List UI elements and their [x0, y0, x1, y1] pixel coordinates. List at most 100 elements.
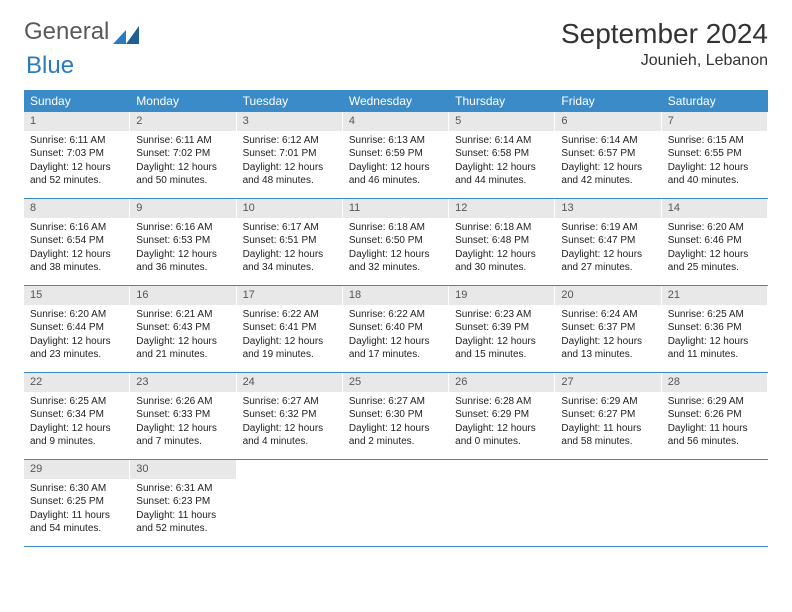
day-cell: 16Sunrise: 6:21 AMSunset: 6:43 PMDayligh…	[130, 286, 236, 372]
day-body: Sunrise: 6:25 AMSunset: 6:36 PMDaylight:…	[662, 305, 768, 368]
week-row: 1Sunrise: 6:11 AMSunset: 7:03 PMDaylight…	[24, 112, 768, 199]
day-body: Sunrise: 6:14 AMSunset: 6:58 PMDaylight:…	[449, 131, 555, 194]
sunset-text: Sunset: 6:55 PM	[668, 147, 762, 161]
day-cell: 27Sunrise: 6:29 AMSunset: 6:27 PMDayligh…	[555, 373, 661, 459]
day-cell: 5Sunrise: 6:14 AMSunset: 6:58 PMDaylight…	[449, 112, 555, 198]
daylight-text: Daylight: 12 hours and 25 minutes.	[668, 248, 762, 275]
day-number: 12	[449, 199, 555, 218]
day-cell: 25Sunrise: 6:27 AMSunset: 6:30 PMDayligh…	[343, 373, 449, 459]
sunrise-text: Sunrise: 6:14 AM	[455, 134, 549, 148]
day-number: 4	[343, 112, 449, 131]
day-number: 27	[555, 373, 661, 392]
day-body: Sunrise: 6:18 AMSunset: 6:48 PMDaylight:…	[449, 218, 555, 281]
weeks-container: 1Sunrise: 6:11 AMSunset: 7:03 PMDaylight…	[24, 112, 768, 547]
daylight-text: Daylight: 12 hours and 42 minutes.	[561, 161, 655, 188]
daylight-text: Daylight: 12 hours and 27 minutes.	[561, 248, 655, 275]
weekday-header: Wednesday	[343, 90, 449, 112]
day-cell: 22 Sunrise: 6:25 AMSunset: 6:34 PMDayligh…	[24, 373, 130, 459]
day-body: Sunrise: 6:17 AMSunset: 6:51 PMDaylight:…	[237, 218, 343, 281]
day-body: Sunrise: 6:26 AMSunset: 6:33 PMDaylight:…	[130, 392, 236, 455]
sunrise-text: Sunrise: 6:16 AM	[136, 221, 230, 235]
sunrise-text: Sunrise: 6:29 AM	[561, 395, 655, 409]
day-number: 22	[24, 373, 130, 392]
sunrise-text: Sunrise: 6:20 AM	[30, 308, 124, 322]
day-cell: 6Sunrise: 6:14 AMSunset: 6:57 PMDaylight…	[555, 112, 661, 198]
sunrise-text: Sunrise: 6:18 AM	[455, 221, 549, 235]
sunset-text: Sunset: 6:30 PM	[349, 408, 443, 422]
day-body: Sunrise: 6:12 AMSunset: 7:01 PMDaylight:…	[237, 131, 343, 194]
sunrise-text: Sunrise: 6:22 AM	[349, 308, 443, 322]
day-body: Sunrise: 6:28 AMSunset: 6:29 PMDaylight:…	[449, 392, 555, 455]
day-body: Sunrise: 6:16 AMSunset: 6:53 PMDaylight:…	[130, 218, 236, 281]
day-body: Sunrise: 6:19 AMSunset: 6:47 PMDaylight:…	[555, 218, 661, 281]
daylight-text: Daylight: 12 hours and 38 minutes.	[30, 248, 124, 275]
sunset-text: Sunset: 6:44 PM	[30, 321, 124, 335]
daylight-text: Daylight: 12 hours and 13 minutes.	[561, 335, 655, 362]
day-cell: 4Sunrise: 6:13 AMSunset: 6:59 PMDaylight…	[343, 112, 449, 198]
day-cell: 11Sunrise: 6:18 AMSunset: 6:50 PMDayligh…	[343, 199, 449, 285]
sunrise-text: Sunrise: 6:17 AM	[243, 221, 337, 235]
sunrise-text: Sunrise: 6:16 AM	[30, 221, 124, 235]
day-body: Sunrise: 6:16 AMSunset: 6:54 PMDaylight:…	[24, 218, 130, 281]
daylight-text: Daylight: 12 hours and 30 minutes.	[455, 248, 549, 275]
day-cell: 19Sunrise: 6:23 AMSunset: 6:39 PMDayligh…	[449, 286, 555, 372]
sunset-text: Sunset: 6:34 PM	[30, 408, 124, 422]
day-number: 19	[449, 286, 555, 305]
weekday-header: Monday	[130, 90, 236, 112]
sunset-text: Sunset: 6:47 PM	[561, 234, 655, 248]
sunset-text: Sunset: 6:33 PM	[136, 408, 230, 422]
day-number: 11	[343, 199, 449, 218]
day-number: 6	[555, 112, 661, 131]
sunrise-text: Sunrise: 6:21 AM	[136, 308, 230, 322]
weekday-header: Sunday	[24, 90, 130, 112]
sunset-text: Sunset: 6:51 PM	[243, 234, 337, 248]
sunset-text: Sunset: 6:40 PM	[349, 321, 443, 335]
day-cell: 23Sunrise: 6:26 AMSunset: 6:33 PMDayligh…	[130, 373, 236, 459]
daylight-text: Daylight: 11 hours and 56 minutes.	[668, 422, 762, 449]
sunset-text: Sunset: 6:36 PM	[668, 321, 762, 335]
day-number: 20	[555, 286, 661, 305]
day-cell: 15Sunrise: 6:20 AMSunset: 6:44 PMDayligh…	[24, 286, 130, 372]
day-body: Sunrise: 6:27 AMSunset: 6:32 PMDaylight:…	[237, 392, 343, 455]
daylight-text: Daylight: 12 hours and 44 minutes.	[455, 161, 549, 188]
daylight-text: Daylight: 12 hours and 32 minutes.	[349, 248, 443, 275]
day-cell: 17Sunrise: 6:22 AMSunset: 6:41 PMDayligh…	[237, 286, 343, 372]
sunset-text: Sunset: 6:57 PM	[561, 147, 655, 161]
day-body: Sunrise: 6:13 AMSunset: 6:59 PMDaylight:…	[343, 131, 449, 194]
daylight-text: Daylight: 12 hours and 9 minutes.	[30, 422, 124, 449]
day-cell: 12Sunrise: 6:18 AMSunset: 6:48 PMDayligh…	[449, 199, 555, 285]
weekday-header: Thursday	[449, 90, 555, 112]
day-number: 21	[662, 286, 768, 305]
empty-cell	[555, 460, 661, 546]
sunrise-text: Sunrise: 6:29 AM	[668, 395, 762, 409]
day-number: 7	[662, 112, 768, 131]
location-label: Jounieh, Lebanon	[561, 52, 768, 70]
sunrise-text: Sunrise: 6:22 AM	[243, 308, 337, 322]
title-block: September 2024 Jounieh, Lebanon	[561, 18, 768, 70]
day-body: Sunrise: 6:15 AMSunset: 6:55 PMDaylight:…	[662, 131, 768, 194]
day-body: Sunrise: 6:30 AMSunset: 6:25 PMDaylight:…	[24, 479, 130, 542]
sunrise-text: Sunrise: 6:31 AM	[136, 482, 230, 496]
sunrise-text: Sunrise: 6:24 AM	[561, 308, 655, 322]
day-cell: 13Sunrise: 6:19 AMSunset: 6:47 PMDayligh…	[555, 199, 661, 285]
daylight-text: Daylight: 11 hours and 58 minutes.	[561, 422, 655, 449]
week-row: 15Sunrise: 6:20 AMSunset: 6:44 PMDayligh…	[24, 286, 768, 373]
week-row: 22Sunrise: 6:25 AMSunset: 6:34 PMDayligh…	[24, 373, 768, 460]
sunset-text: Sunset: 6:58 PM	[455, 147, 549, 161]
day-number: 25	[343, 373, 449, 392]
day-body: Sunrise: 6:11 AMSunset: 7:03 PMDaylight:…	[24, 131, 130, 194]
day-body: Sunrise: 6:22 AMSunset: 6:40 PMDaylight:…	[343, 305, 449, 368]
day-cell: 7Sunrise: 6:15 AMSunset: 6:55 PMDaylight…	[662, 112, 768, 198]
sunset-text: Sunset: 7:03 PM	[30, 147, 124, 161]
daylight-text: Daylight: 12 hours and 17 minutes.	[349, 335, 443, 362]
day-number: 23	[130, 373, 236, 392]
sunrise-text: Sunrise: 6:25 AM	[30, 395, 124, 409]
day-cell: 18Sunrise: 6:22 AMSunset: 6:40 PMDayligh…	[343, 286, 449, 372]
day-cell: 29Sunrise: 6:30 AMSunset: 6:25 PMDayligh…	[24, 460, 130, 546]
daylight-text: Daylight: 12 hours and 7 minutes.	[136, 422, 230, 449]
brand-logo: General	[24, 18, 139, 46]
day-number: 10	[237, 199, 343, 218]
day-number: 2	[130, 112, 236, 131]
day-cell: 1Sunrise: 6:11 AMSunset: 7:03 PMDaylight…	[24, 112, 130, 198]
daylight-text: Daylight: 12 hours and 23 minutes.	[30, 335, 124, 362]
